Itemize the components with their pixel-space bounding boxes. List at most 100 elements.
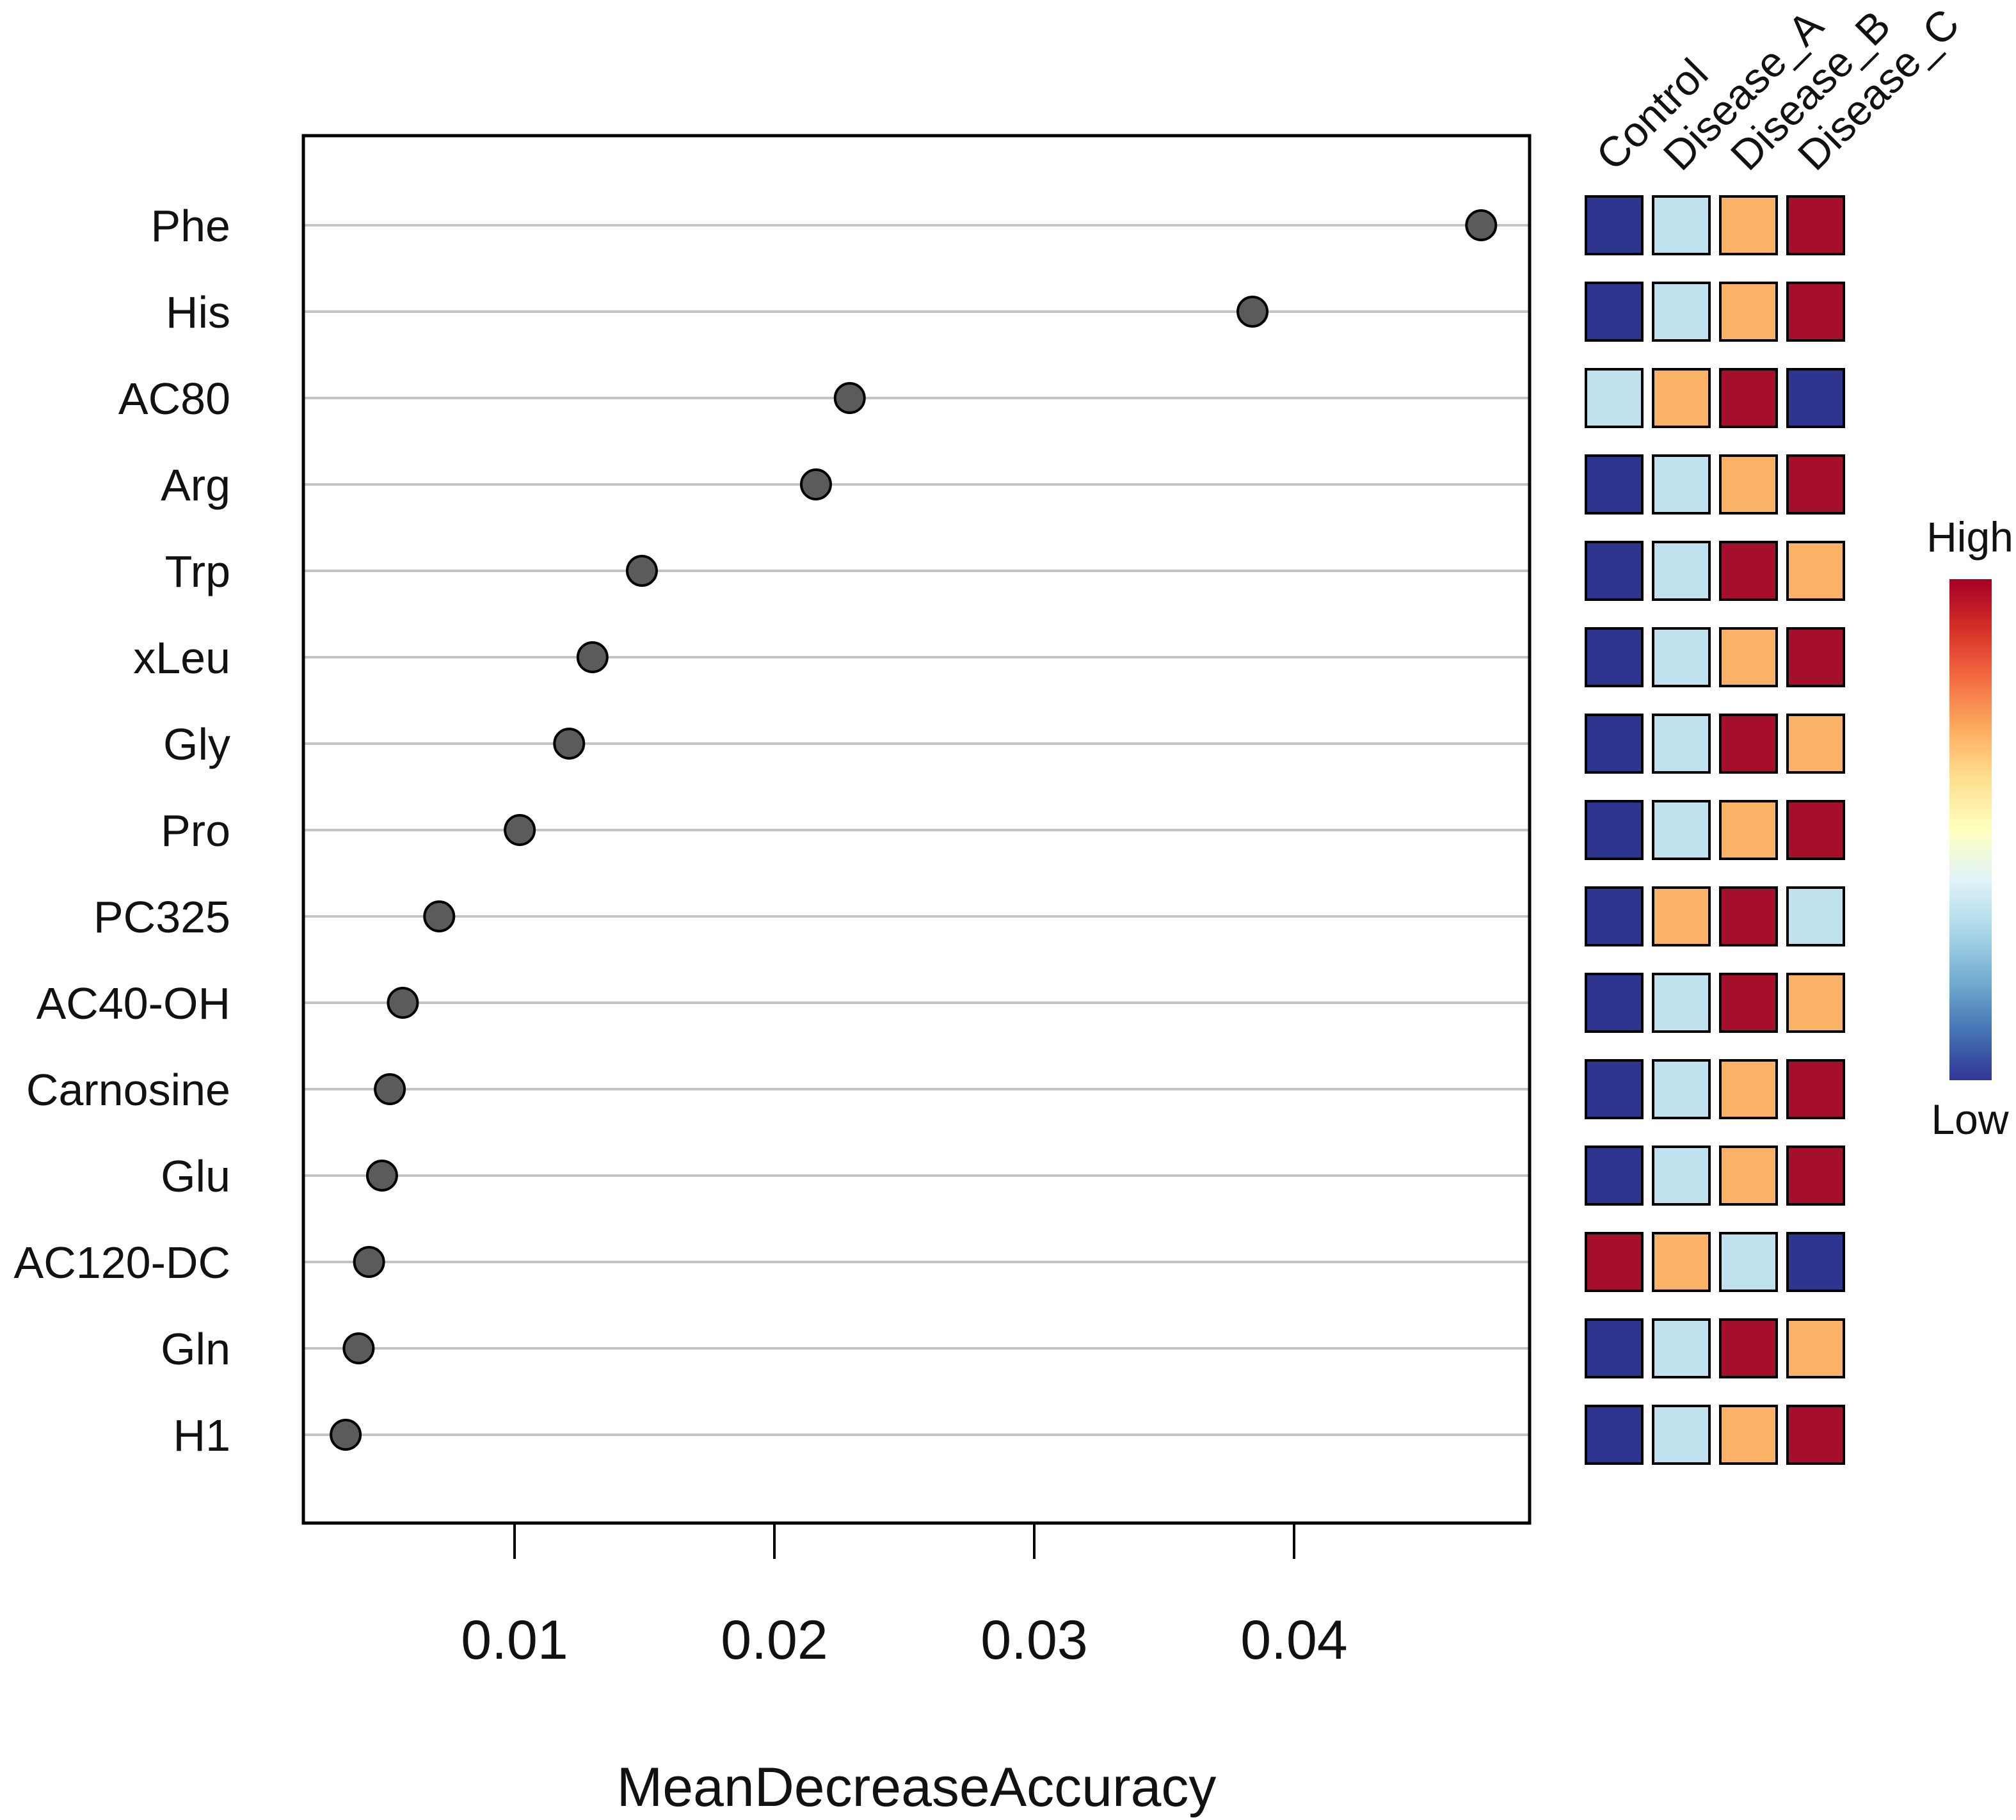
heatmap-cell (1786, 1059, 1845, 1119)
heatmap-cell (1786, 800, 1845, 860)
heatmap-cell (1652, 800, 1711, 860)
data-point-pc325 (423, 900, 456, 932)
heatmap-cell (1585, 886, 1644, 946)
heatmap-cell (1652, 1059, 1711, 1119)
feature-labels: Phe His AC80 Arg Trp xLeu Gly Pro PC325 AC40-OH Ca… (14, 201, 230, 1460)
heatmap-cell (1719, 368, 1778, 428)
heatmap-cell (1786, 541, 1845, 601)
heatmap-cell (1719, 1318, 1778, 1378)
heatmap-cell (1652, 1145, 1711, 1206)
x-tick-label: 0.01 (461, 1609, 568, 1671)
feature-label: Gln (161, 1324, 230, 1374)
heatmap-cell (1786, 1145, 1845, 1206)
heatmap-cell (1652, 627, 1711, 687)
heatmap-cell (1719, 627, 1778, 687)
heatmap-cell (1786, 714, 1845, 774)
heatmap-cell (1652, 973, 1711, 1033)
feature-label: AC40-OH (36, 978, 230, 1028)
feature-label: Trp (165, 547, 230, 596)
feature-label: AC120-DC (14, 1238, 230, 1288)
data-point-gly (553, 728, 586, 760)
heatmap-cell (1652, 714, 1711, 774)
heatmap-cell (1585, 1318, 1644, 1378)
heatmap-cell (1585, 282, 1644, 342)
heatmap-cell (1652, 368, 1711, 428)
data-point-ac40-oh (387, 987, 419, 1019)
heatmap-cell (1786, 454, 1845, 515)
heatmap-cell (1786, 1405, 1845, 1465)
data-point-xleu (576, 641, 609, 673)
heatmap-cell (1585, 714, 1644, 774)
feature-label: Glu (161, 1151, 230, 1201)
data-points (330, 209, 1498, 1451)
data-point-ac80 (833, 382, 866, 414)
heatmap-cell (1652, 1318, 1711, 1378)
heatmap-cell (1652, 454, 1711, 515)
heatmap-cell (1652, 282, 1711, 342)
heatmap-cell (1585, 800, 1644, 860)
heatmap-cell (1585, 1405, 1644, 1465)
heatmap-cell (1652, 1405, 1711, 1465)
heatmap-cell (1719, 454, 1778, 515)
heatmap-cell (1585, 1145, 1644, 1206)
feature-label: xLeu (133, 633, 230, 683)
data-point-arg (799, 468, 832, 500)
heatmap-cell (1719, 1145, 1778, 1206)
heatmap-cell (1719, 886, 1778, 946)
feature-label: H1 (173, 1410, 230, 1460)
heatmap-cell (1585, 541, 1644, 601)
heatmap-cell (1652, 1232, 1711, 1292)
heatmap-cell (1585, 627, 1644, 687)
color-legend: High Low (1926, 513, 2013, 1143)
heatmap-cell (1786, 1318, 1845, 1378)
grid-lines (303, 224, 1530, 1436)
heatmap-cell (1786, 282, 1845, 342)
x-tick-label: 0.04 (1240, 1609, 1347, 1671)
heatmap-cell (1786, 195, 1845, 255)
feature-label: Gly (163, 719, 230, 769)
feature-label: Phe (150, 201, 230, 251)
heatmap-cell (1786, 1232, 1845, 1292)
heatmap-cell (1786, 886, 1845, 946)
feature-label: Arg (161, 460, 230, 510)
heatmap-cell (1652, 195, 1711, 255)
heatmap-cell (1585, 1232, 1644, 1292)
data-point-carnosine (374, 1073, 406, 1105)
heatmap-cell (1719, 195, 1778, 255)
heatmap-cell (1719, 1232, 1778, 1292)
heatmap-cell (1719, 714, 1778, 774)
feature-label: His (166, 287, 230, 337)
heatmap-cell (1652, 541, 1711, 601)
x-tick-label: 0.02 (721, 1609, 828, 1671)
data-point-phe (1465, 209, 1498, 241)
data-point-pro (504, 814, 536, 846)
data-point-gln (342, 1332, 375, 1364)
heatmap-cell (1786, 368, 1845, 428)
heatmap-cell (1719, 973, 1778, 1033)
data-point-trp (625, 555, 658, 587)
data-point-ac120-dc (353, 1246, 385, 1278)
legend-high-label: High (1926, 513, 2013, 561)
plot-frame (301, 134, 1532, 1525)
data-point-his (1236, 296, 1269, 328)
heatmap-cell (1585, 454, 1644, 515)
heatmap-cell (1719, 1059, 1778, 1119)
legend-gradient-bar (1949, 579, 1992, 1080)
heatmap-cell (1652, 886, 1711, 946)
heatmap-cell (1786, 973, 1845, 1033)
heatmap-cell (1719, 800, 1778, 860)
heatmap-cell (1585, 973, 1644, 1033)
heatmap-cell (1585, 1059, 1644, 1119)
feature-label: AC80 (118, 374, 230, 424)
heatmap-cell (1719, 1405, 1778, 1465)
heatmap-cell (1585, 368, 1644, 428)
data-point-h1 (330, 1419, 362, 1451)
heatmap-cell (1786, 627, 1845, 687)
heatmap-cell (1719, 282, 1778, 342)
x-tick-label: 0.03 (980, 1609, 1087, 1671)
feature-label: Carnosine (26, 1065, 230, 1115)
group-heatmap (1585, 195, 1845, 1465)
feature-label: PC325 (93, 892, 230, 942)
